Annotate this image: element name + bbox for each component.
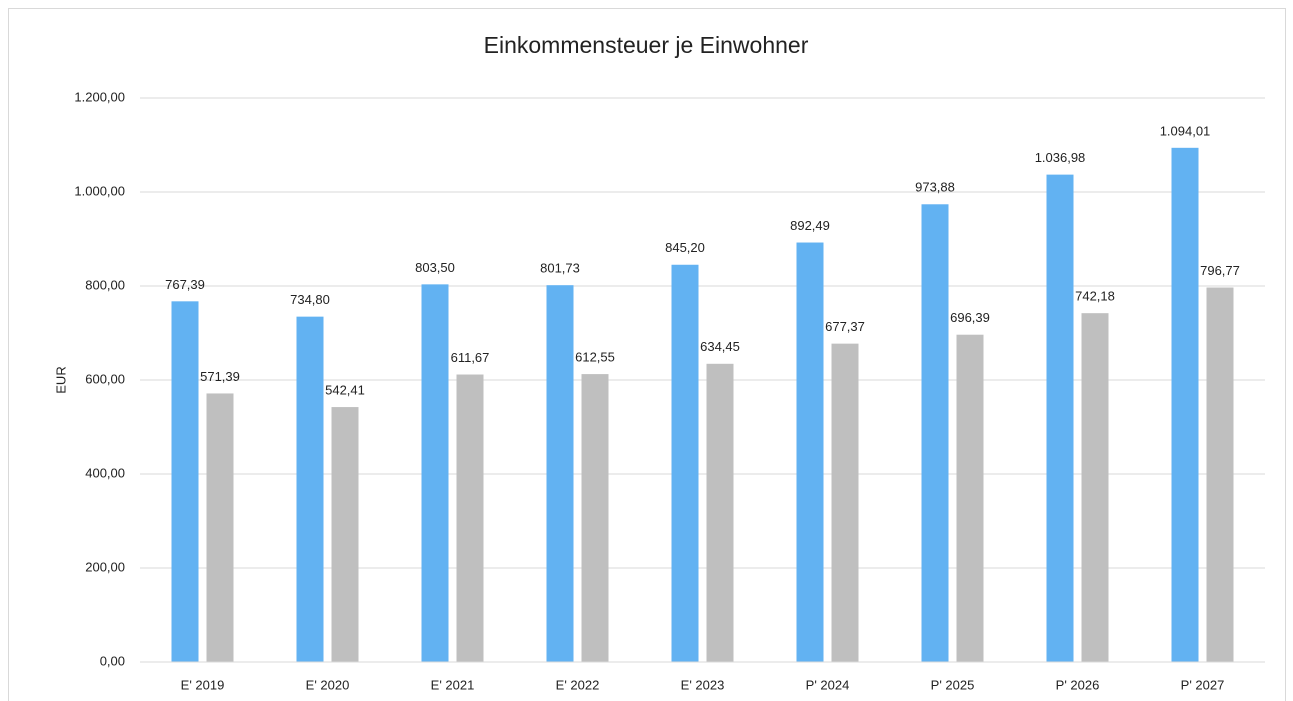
- x-tick-label: P' 2026: [1056, 677, 1100, 692]
- bar: [546, 285, 574, 662]
- x-tick-label: E' 2020: [306, 677, 350, 692]
- data-label: 803,50: [415, 260, 455, 275]
- chart-title: Einkommensteuer je Einwohner: [484, 32, 809, 58]
- data-label: 677,37: [825, 319, 865, 334]
- data-label: 796,77: [1200, 263, 1240, 278]
- y-tick-label: 200,00: [85, 559, 125, 574]
- data-label: 571,39: [200, 369, 240, 384]
- data-label: 801,73: [540, 261, 580, 276]
- y-tick-label: 400,00: [85, 465, 125, 480]
- data-label: 542,41: [325, 383, 365, 398]
- x-tick-label: P' 2025: [931, 677, 975, 692]
- bar: [1081, 313, 1109, 662]
- x-tick-label: E' 2023: [681, 677, 725, 692]
- bar: [796, 242, 824, 662]
- bar: [831, 343, 859, 662]
- data-label: 696,39: [950, 310, 990, 325]
- bar: [296, 316, 324, 662]
- x-tick-label: P' 2027: [1181, 677, 1225, 692]
- y-axis-label: EUR: [53, 366, 68, 393]
- data-label: 634,45: [700, 339, 740, 354]
- y-tick-label: 800,00: [85, 277, 125, 292]
- data-label: 611,67: [451, 350, 490, 365]
- data-label: 742,18: [1075, 289, 1115, 304]
- x-tick-label: E' 2021: [431, 677, 475, 692]
- data-label: 973,88: [915, 180, 955, 195]
- bar: [206, 393, 234, 662]
- x-tick-label: E' 2022: [556, 677, 600, 692]
- data-label: 1.094,01: [1160, 123, 1211, 138]
- bar: [331, 407, 359, 662]
- data-label: 612,55: [575, 350, 615, 365]
- bar: [956, 334, 984, 662]
- bar: [171, 301, 199, 662]
- bar: [1046, 174, 1074, 663]
- y-tick-label: 1.000,00: [74, 183, 125, 198]
- bar: [706, 363, 734, 662]
- x-tick-label: P' 2024: [806, 677, 850, 692]
- bar: [1171, 147, 1199, 662]
- y-tick-label: 1.200,00: [74, 89, 125, 104]
- data-label: 845,20: [665, 240, 705, 255]
- bar: [581, 374, 609, 662]
- y-tick-label: 600,00: [85, 371, 125, 386]
- bar: [671, 264, 699, 662]
- y-tick-label: 0,00: [100, 653, 125, 668]
- data-label: 767,39: [165, 277, 205, 292]
- data-label: 892,49: [790, 218, 830, 233]
- data-label: 734,80: [290, 292, 330, 307]
- bar: [421, 284, 449, 662]
- x-tick-label: E' 2019: [181, 677, 225, 692]
- bar: [456, 374, 484, 662]
- bar: [1206, 287, 1234, 662]
- bar: [921, 204, 949, 662]
- data-label: 1.036,98: [1035, 150, 1086, 165]
